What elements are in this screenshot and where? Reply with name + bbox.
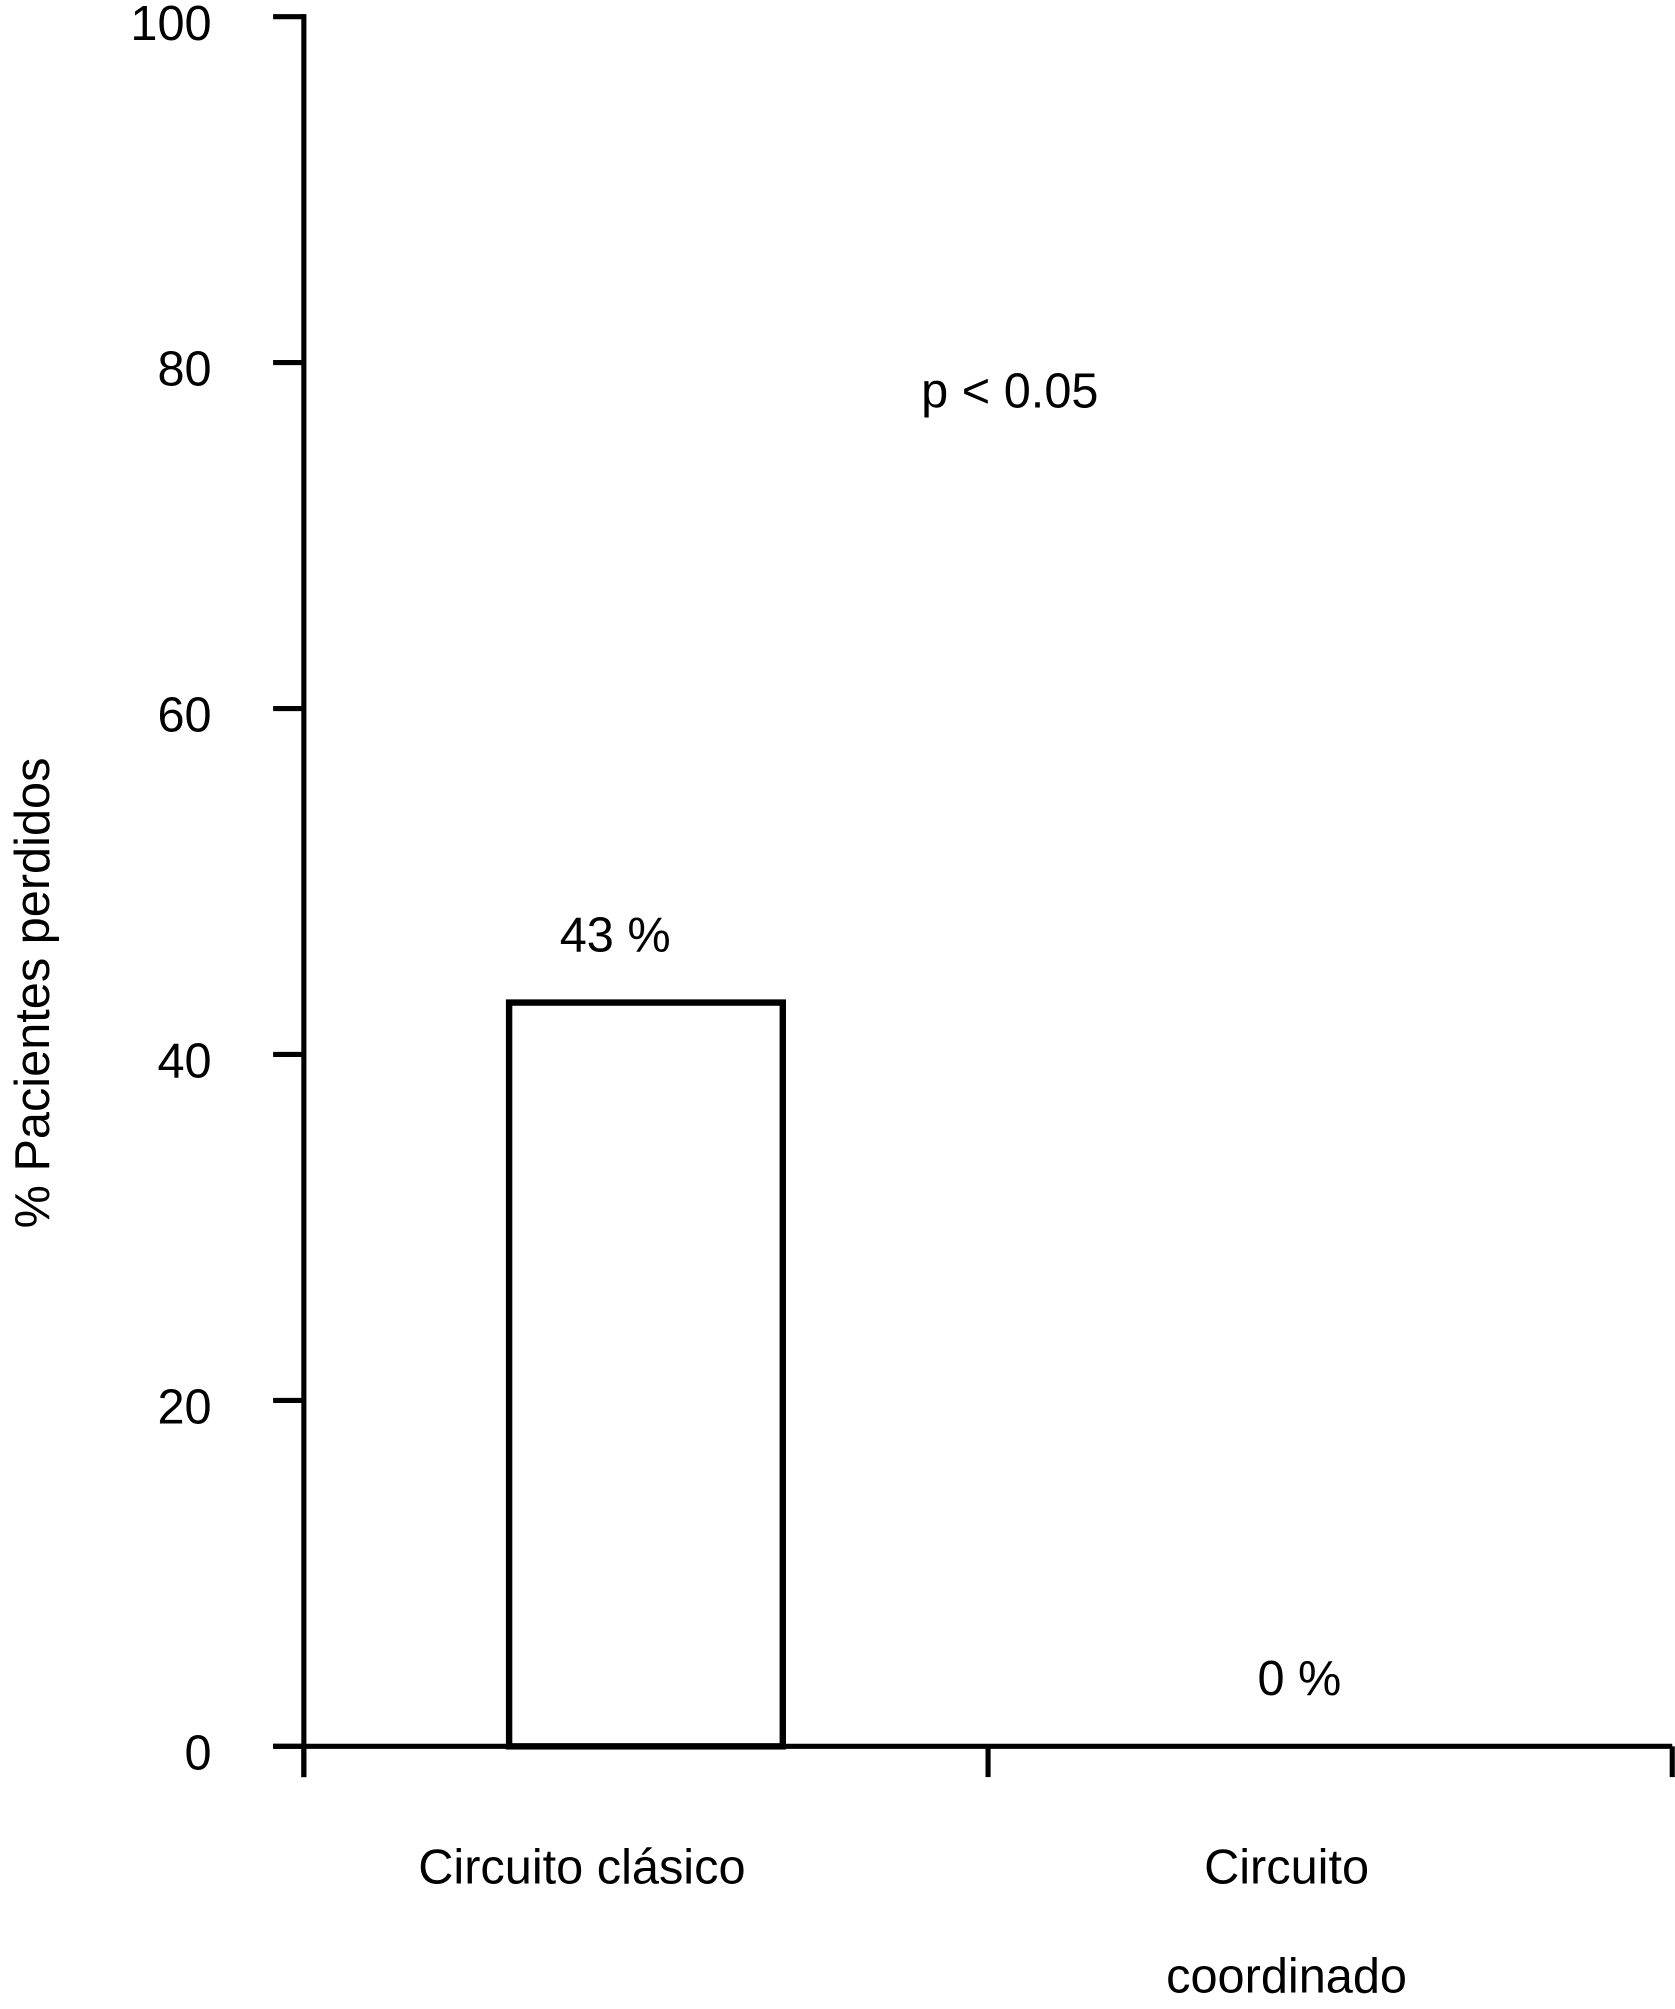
- annotation: p < 0.05: [921, 364, 1098, 418]
- x-tick-label: Circuito coordinado: [1166, 1840, 1407, 2003]
- y-tick-label: 60: [157, 689, 211, 743]
- y-tick-label: 40: [157, 1035, 211, 1089]
- y-tick-label: 100: [130, 0, 211, 51]
- y-tick-label: 20: [157, 1381, 211, 1435]
- y-axis-label: % Pacientes perdidos: [6, 758, 60, 1229]
- value-label: 43 %: [560, 908, 671, 962]
- x-tick-label: Circuito clásico: [418, 1840, 745, 1894]
- value-label: 0 %: [1257, 1652, 1341, 1706]
- bar: [505, 999, 786, 1750]
- y-tick-label: 0: [185, 1726, 212, 1780]
- y-tick-label: 80: [157, 343, 211, 397]
